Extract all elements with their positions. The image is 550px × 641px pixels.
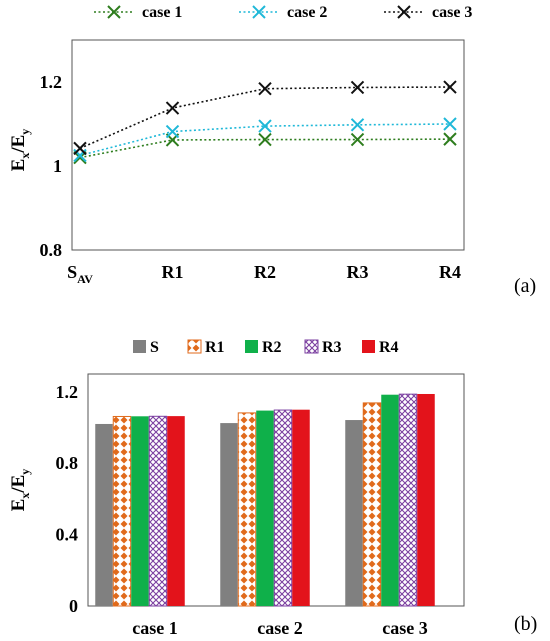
x-tick-label: case 3 [382,618,427,638]
bar-chart-y-ticks: 0 0.4 0.8 1.2 [56,382,79,616]
bar [362,402,382,607]
bar [292,409,310,606]
bar-chart-panel: S R1 R2 R3 R4 00.40.81.2 case 1 case 2 case 3 … [8,339,537,638]
legend-swatch [304,339,319,354]
data-point [73,141,87,156]
x-tick-label: R3 [347,262,369,282]
line-chart-y-axis-label: Ex/Ey [8,129,32,172]
bar [398,393,418,607]
legend-label: case 3 [432,4,472,21]
bar [95,423,113,606]
x-tick-label: R4 [439,262,461,282]
bar [112,415,132,607]
x-tick-label: case 1 [132,618,177,638]
legend-label: R4 [379,339,399,356]
data-point [350,132,365,147]
line-chart-panel-label: (a) [514,275,536,297]
y-tick-label: 1.2 [56,382,79,402]
bar [381,394,399,606]
bar [220,423,238,606]
bar-chart-x-ticks: case 1 case 2 case 3 [132,618,427,638]
line-chart-series [73,80,457,165]
legend-swatch [187,339,202,354]
data-point [165,101,180,115]
bar [256,410,274,606]
series-line [79,138,451,159]
bar [148,415,168,607]
legend-item: R3 [304,339,342,356]
legend-item: case 2 [239,4,327,21]
bar [345,420,363,606]
line-chart-panel: case 1 case 2 case 3 0.8 1 1.2 SAV R1 R2 R3 R4 E… [8,4,536,297]
legend-item: R4 [362,339,399,356]
bar [417,393,435,606]
x-tick-label: case 2 [257,618,302,638]
x-tick-label: R2 [254,262,276,282]
x-tick-label: SAV [67,262,93,286]
data-point [258,82,272,96]
x-tick-label: R1 [162,262,184,282]
y-tick-label: 0.4 [56,525,79,545]
bar-chart-panel-label: (b) [514,613,537,635]
bar-chart-legend: S R1 R2 R3 R4 [133,339,399,356]
legend-item: R1 [187,339,225,356]
legend-item: S [133,339,159,356]
bar-chart-bars [95,393,435,607]
bar [237,412,257,607]
series-line [79,123,451,157]
legend-swatch [133,340,146,353]
legend-label: case 2 [287,4,327,21]
line-chart-legend: case 1 case 2 case 3 [94,4,472,21]
legend-label: R3 [322,339,342,356]
bar [167,416,185,606]
data-point [443,132,457,146]
legend-label: S [150,339,159,356]
y-tick-label: 0 [69,596,78,616]
y-tick-label: 1.2 [40,72,63,92]
legend-swatch [245,340,258,353]
data-point [350,118,365,132]
bar [131,416,149,606]
bar [273,409,293,607]
y-tick-label: 1 [53,156,62,176]
data-point [165,124,180,139]
legend-swatch [362,340,375,353]
bar-chart-y-axis-label: Ex/Ey [8,469,32,512]
legend-label: case 1 [142,4,182,21]
y-tick-label: 0.8 [40,240,63,260]
line-chart-x-ticks: SAV R1 R2 R3 R4 [67,262,461,286]
y-tick-label: 0.8 [56,453,79,473]
legend-item: case 3 [384,4,472,21]
legend-label: R2 [262,339,282,356]
data-point [443,80,457,94]
data-point [258,119,272,133]
data-point [443,117,457,131]
legend-label: R1 [205,339,225,356]
data-point [350,80,365,95]
legend-marker [252,5,266,19]
legend-marker [107,5,121,19]
line-chart-plot-frame [71,39,465,251]
data-point [258,132,272,147]
legend-item: R2 [245,339,282,356]
legend-marker [397,5,411,19]
legend-item: case 1 [94,4,182,21]
line-chart-y-ticks: 0.8 1 1.2 [40,72,63,260]
